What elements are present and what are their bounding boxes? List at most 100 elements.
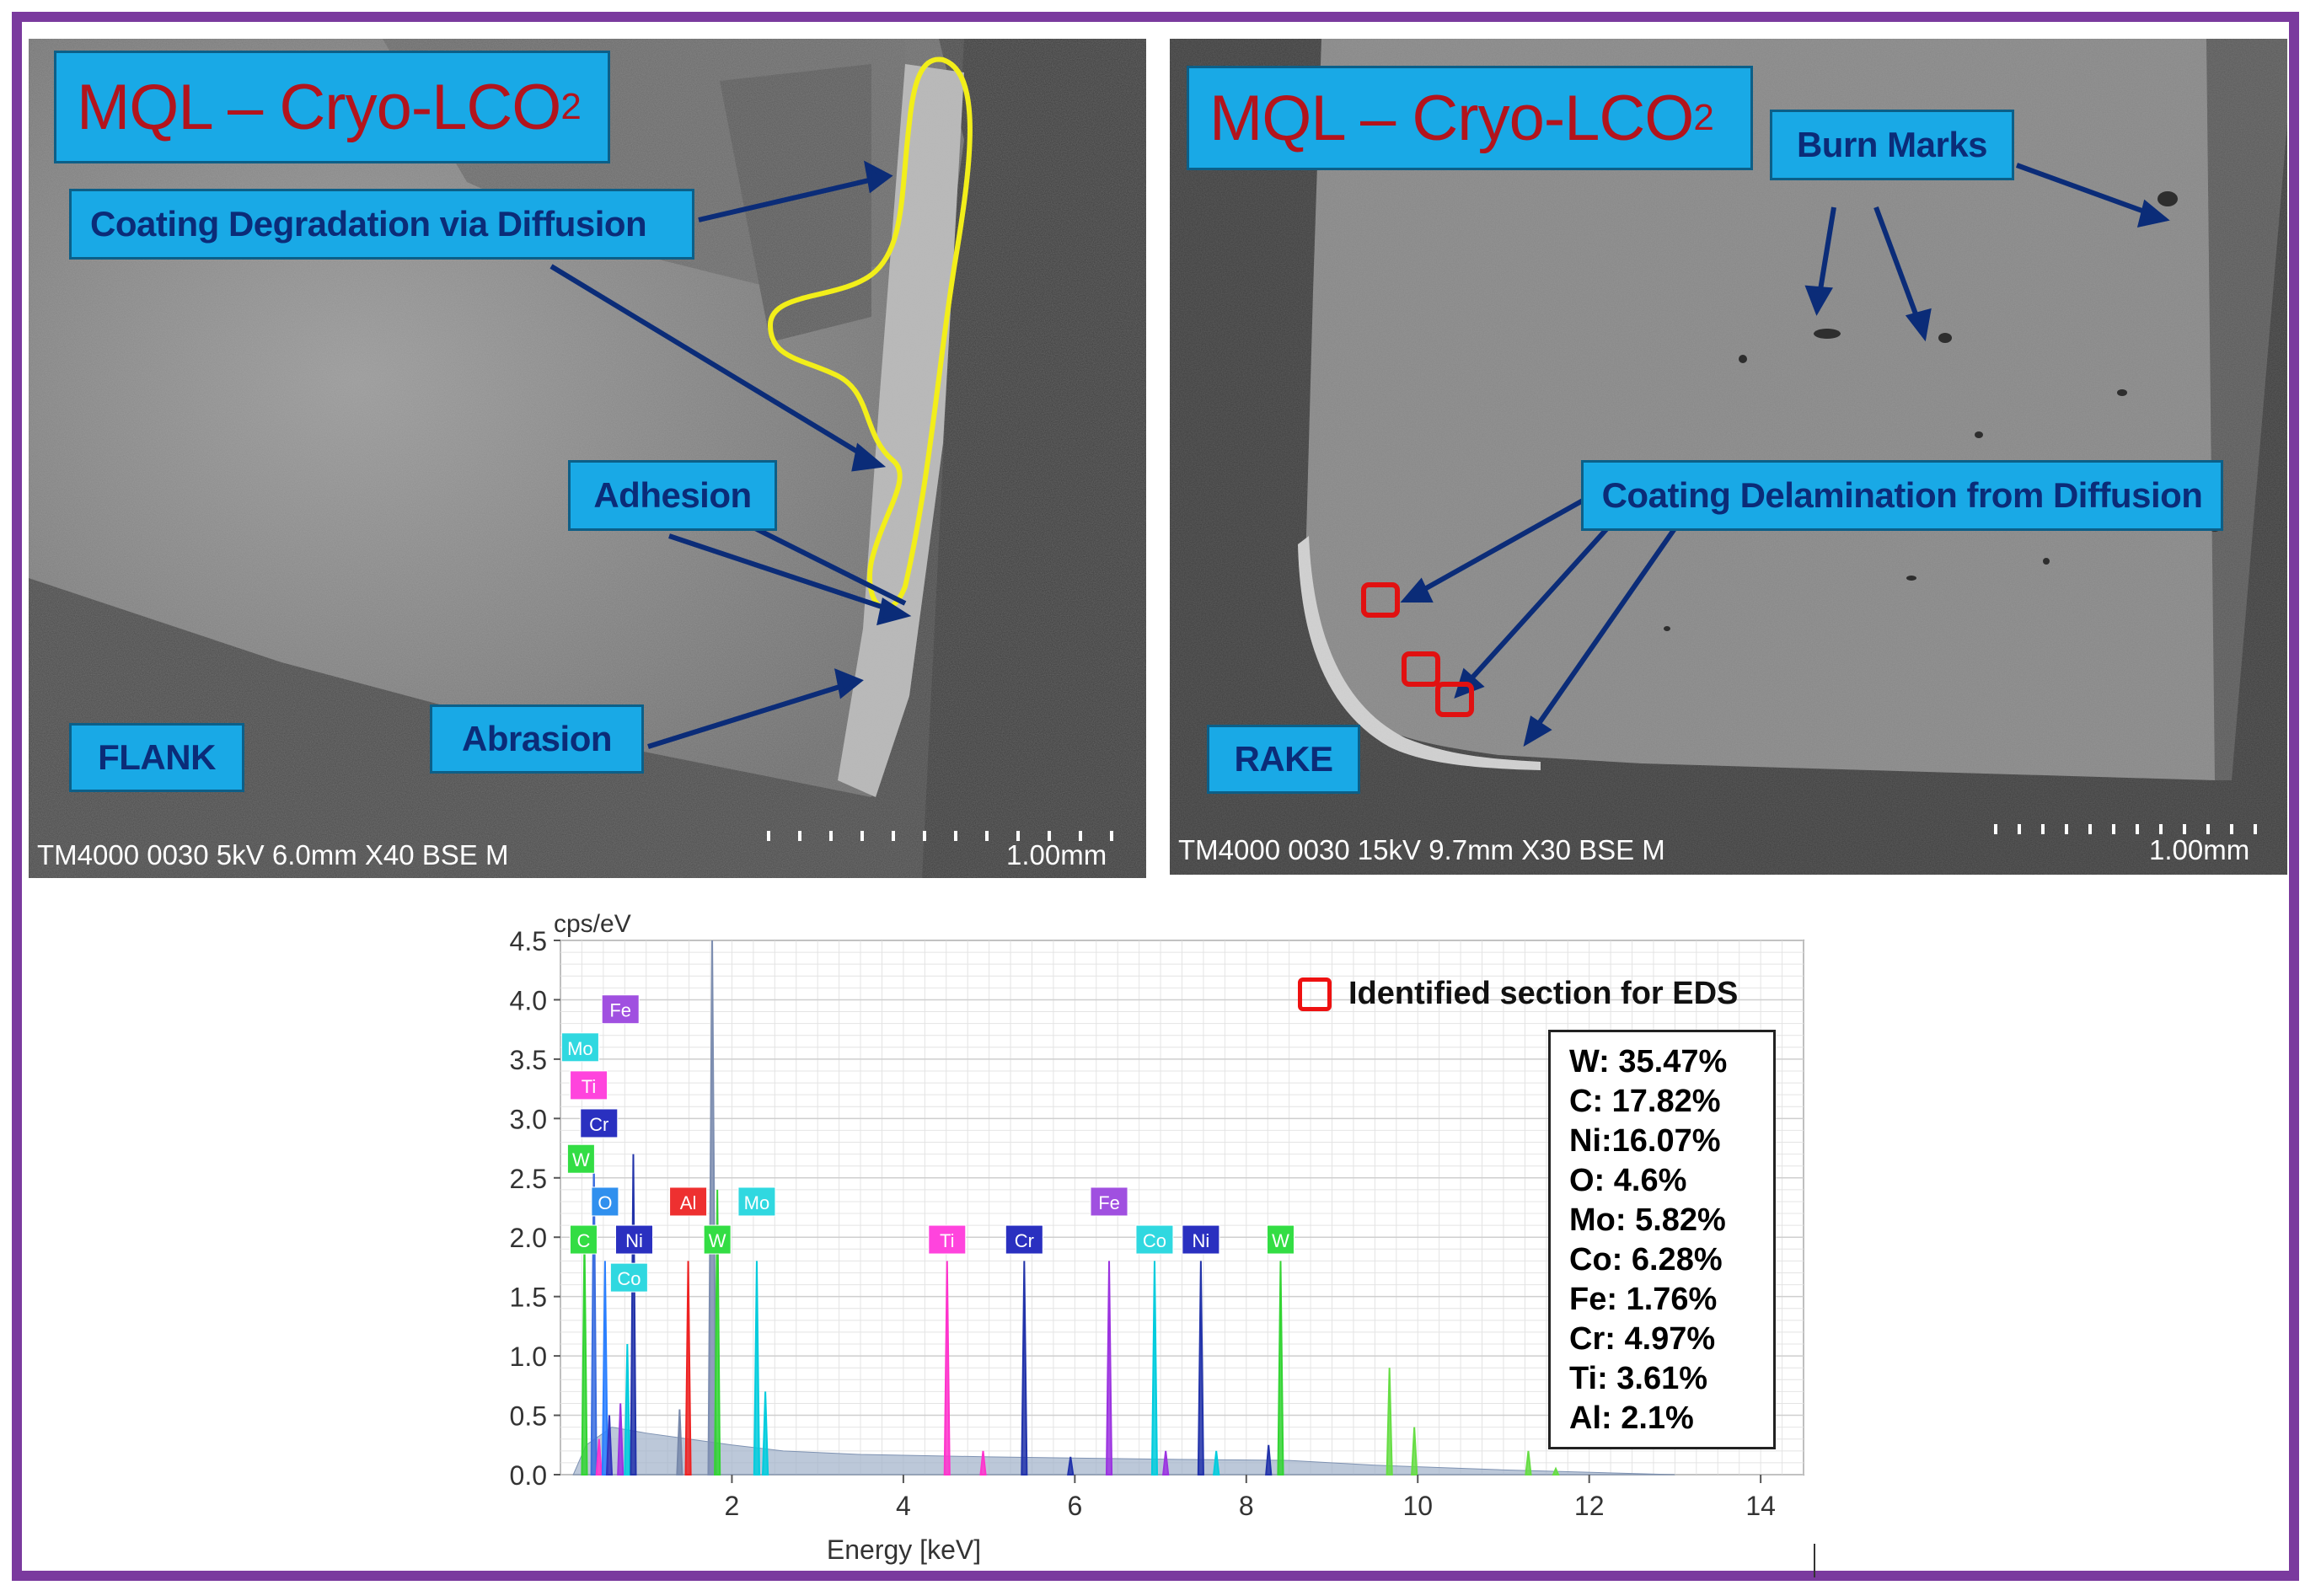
eds-section-boxes xyxy=(1361,582,1474,717)
x-tick-label: 4 xyxy=(896,1491,911,1521)
composition-row: O: 4.6% xyxy=(1569,1163,1687,1198)
x-tick-label: 14 xyxy=(1745,1491,1776,1521)
element-tag-label: Mo xyxy=(744,1192,770,1213)
spectrum-peak xyxy=(1411,1427,1418,1475)
spectrum-peak xyxy=(624,1344,631,1475)
composition-row: Ni:16.07% xyxy=(1569,1123,1721,1159)
spectrum-peak xyxy=(1552,1466,1560,1475)
eds-legend: Identified section for EDS xyxy=(1298,976,1738,1012)
element-tag xyxy=(928,1224,967,1255)
element-tag xyxy=(737,1186,776,1217)
spectrum-peak xyxy=(595,1438,603,1475)
spectrum-peak xyxy=(979,1450,987,1475)
flank-scale-ticks xyxy=(767,831,1113,841)
rake-title: MQL – Cryo-LCO 2 xyxy=(1187,66,1753,170)
element-tag-label: W xyxy=(572,1149,590,1170)
element-tag-label: Ti xyxy=(940,1230,955,1251)
x-tick-label: 2 xyxy=(725,1491,740,1521)
spectrum-peak xyxy=(676,1409,683,1475)
spectrum-peak xyxy=(1277,1261,1284,1475)
composition-row: W: 35.47% xyxy=(1569,1044,1728,1079)
element-tag-label: Fe xyxy=(1098,1192,1120,1213)
flank-sem-panel: MQL – Cryo-LCO 2 Coating Degradation via … xyxy=(29,39,1146,878)
flank-scale-label: 1.00mm xyxy=(1006,839,1107,870)
element-tag xyxy=(580,1108,619,1138)
composition-table: W: 35.47% C: 17.82% Ni:16.07% O: 4.6% Mo: 5.… xyxy=(1548,1030,1776,1449)
spectrum-peak xyxy=(1197,1261,1204,1475)
rake-scale-label: 1.00mm xyxy=(2149,834,2250,865)
element-tag xyxy=(1182,1224,1220,1255)
y-axis-label: cps/eV xyxy=(554,910,631,938)
flank-arrows xyxy=(549,160,912,749)
rake-label-burn-marks: Burn Marks xyxy=(1770,110,2014,180)
spectrum-peak xyxy=(1525,1450,1532,1475)
x-axis-label: Energy [keV] xyxy=(827,1534,981,1565)
spectrum-peak xyxy=(590,1154,598,1475)
y-tick-label: 1.5 xyxy=(510,1283,547,1313)
y-tick-label: 0.0 xyxy=(510,1460,547,1491)
flank-label-adhesion: Adhesion xyxy=(568,460,777,531)
rake-scale-ticks xyxy=(1994,824,2257,834)
x-tick-label: 8 xyxy=(1239,1491,1254,1521)
element-tag-label: Mo xyxy=(567,1038,593,1059)
y-tick-label: 1.0 xyxy=(510,1342,547,1372)
flank-title: MQL – Cryo-LCO 2 xyxy=(54,51,610,163)
composition-row: Fe: 1.76% xyxy=(1569,1282,1718,1317)
flank-title-main: MQL – Cryo-LCO xyxy=(77,71,561,143)
element-tag xyxy=(560,1032,599,1063)
x-tick-label: 10 xyxy=(1402,1491,1433,1521)
spectrum-peak xyxy=(943,1261,951,1475)
element-tag xyxy=(703,1224,732,1255)
element-tag-label: Fe xyxy=(609,1000,631,1021)
y-tick-label: 4.0 xyxy=(510,985,547,1015)
element-tag-label: Ti xyxy=(582,1076,597,1097)
element-tag xyxy=(609,1262,648,1293)
element-tag-label: Ni xyxy=(625,1230,643,1251)
spectrum-peak xyxy=(1162,1450,1170,1475)
rake-label-coating-delamination: Coating Delamination from Diffusion xyxy=(1581,460,2223,531)
element-tag-label: Ni xyxy=(1192,1230,1209,1251)
rake-label-face: RAKE xyxy=(1207,725,1360,794)
element-tag-label: Al xyxy=(680,1192,697,1213)
x-tick-label: 6 xyxy=(1067,1491,1082,1521)
element-tag-label: C xyxy=(577,1230,591,1251)
spectrum-peak xyxy=(1265,1444,1273,1475)
element-tag xyxy=(1090,1186,1128,1217)
element-tag-label: W xyxy=(1272,1230,1289,1251)
y-tick-label: 2.0 xyxy=(510,1223,547,1253)
element-tag xyxy=(1266,1224,1295,1255)
stray-tick xyxy=(1814,1544,1815,1577)
rake-title-subscript: 2 xyxy=(1693,97,1714,138)
spectrum-peak xyxy=(1105,1261,1113,1475)
y-tick-label: 3.0 xyxy=(510,1104,547,1134)
composition-row: Mo: 5.82% xyxy=(1569,1202,1726,1238)
spectrum-peak xyxy=(1150,1261,1159,1475)
element-tag-label: Co xyxy=(617,1268,641,1289)
element-tag xyxy=(669,1186,708,1217)
flank-title-subscript: 2 xyxy=(560,86,582,127)
x-tick-label: 12 xyxy=(1574,1491,1605,1521)
element-tag-label: W xyxy=(709,1230,726,1251)
spectrum-peak xyxy=(1067,1456,1075,1475)
element-tag-label: Co xyxy=(1143,1230,1166,1251)
flank-label-face: FLANK xyxy=(69,723,244,792)
spectrum-peak xyxy=(630,1154,637,1475)
spectrum-peak xyxy=(753,1261,761,1475)
spectrum-peak xyxy=(684,1261,692,1475)
element-tag xyxy=(614,1224,653,1255)
element-tag xyxy=(569,1224,598,1255)
rake-sem-info: TM4000 0030 15kV 9.7mm X30 BSE M xyxy=(1178,834,1665,865)
spectrum-peak xyxy=(1021,1261,1028,1475)
spectrum-peak xyxy=(1386,1368,1393,1475)
element-tag-label: O xyxy=(598,1192,612,1213)
y-tick-label: 4.5 xyxy=(510,926,547,956)
legend-label: Identified section for EDS xyxy=(1348,976,1739,1011)
flank-sem-info: TM4000 0030 5kV 6.0mm X40 BSE M xyxy=(37,839,509,870)
y-tick-label: 2.5 xyxy=(510,1164,547,1194)
element-tag xyxy=(566,1143,595,1174)
legend-red-square-icon xyxy=(1298,977,1332,1011)
rake-title-main: MQL – Cryo-LCO xyxy=(1209,82,1694,154)
spectrum-peak xyxy=(762,1391,769,1475)
y-tick-label: 3.5 xyxy=(510,1045,547,1075)
element-tag xyxy=(591,1186,619,1217)
